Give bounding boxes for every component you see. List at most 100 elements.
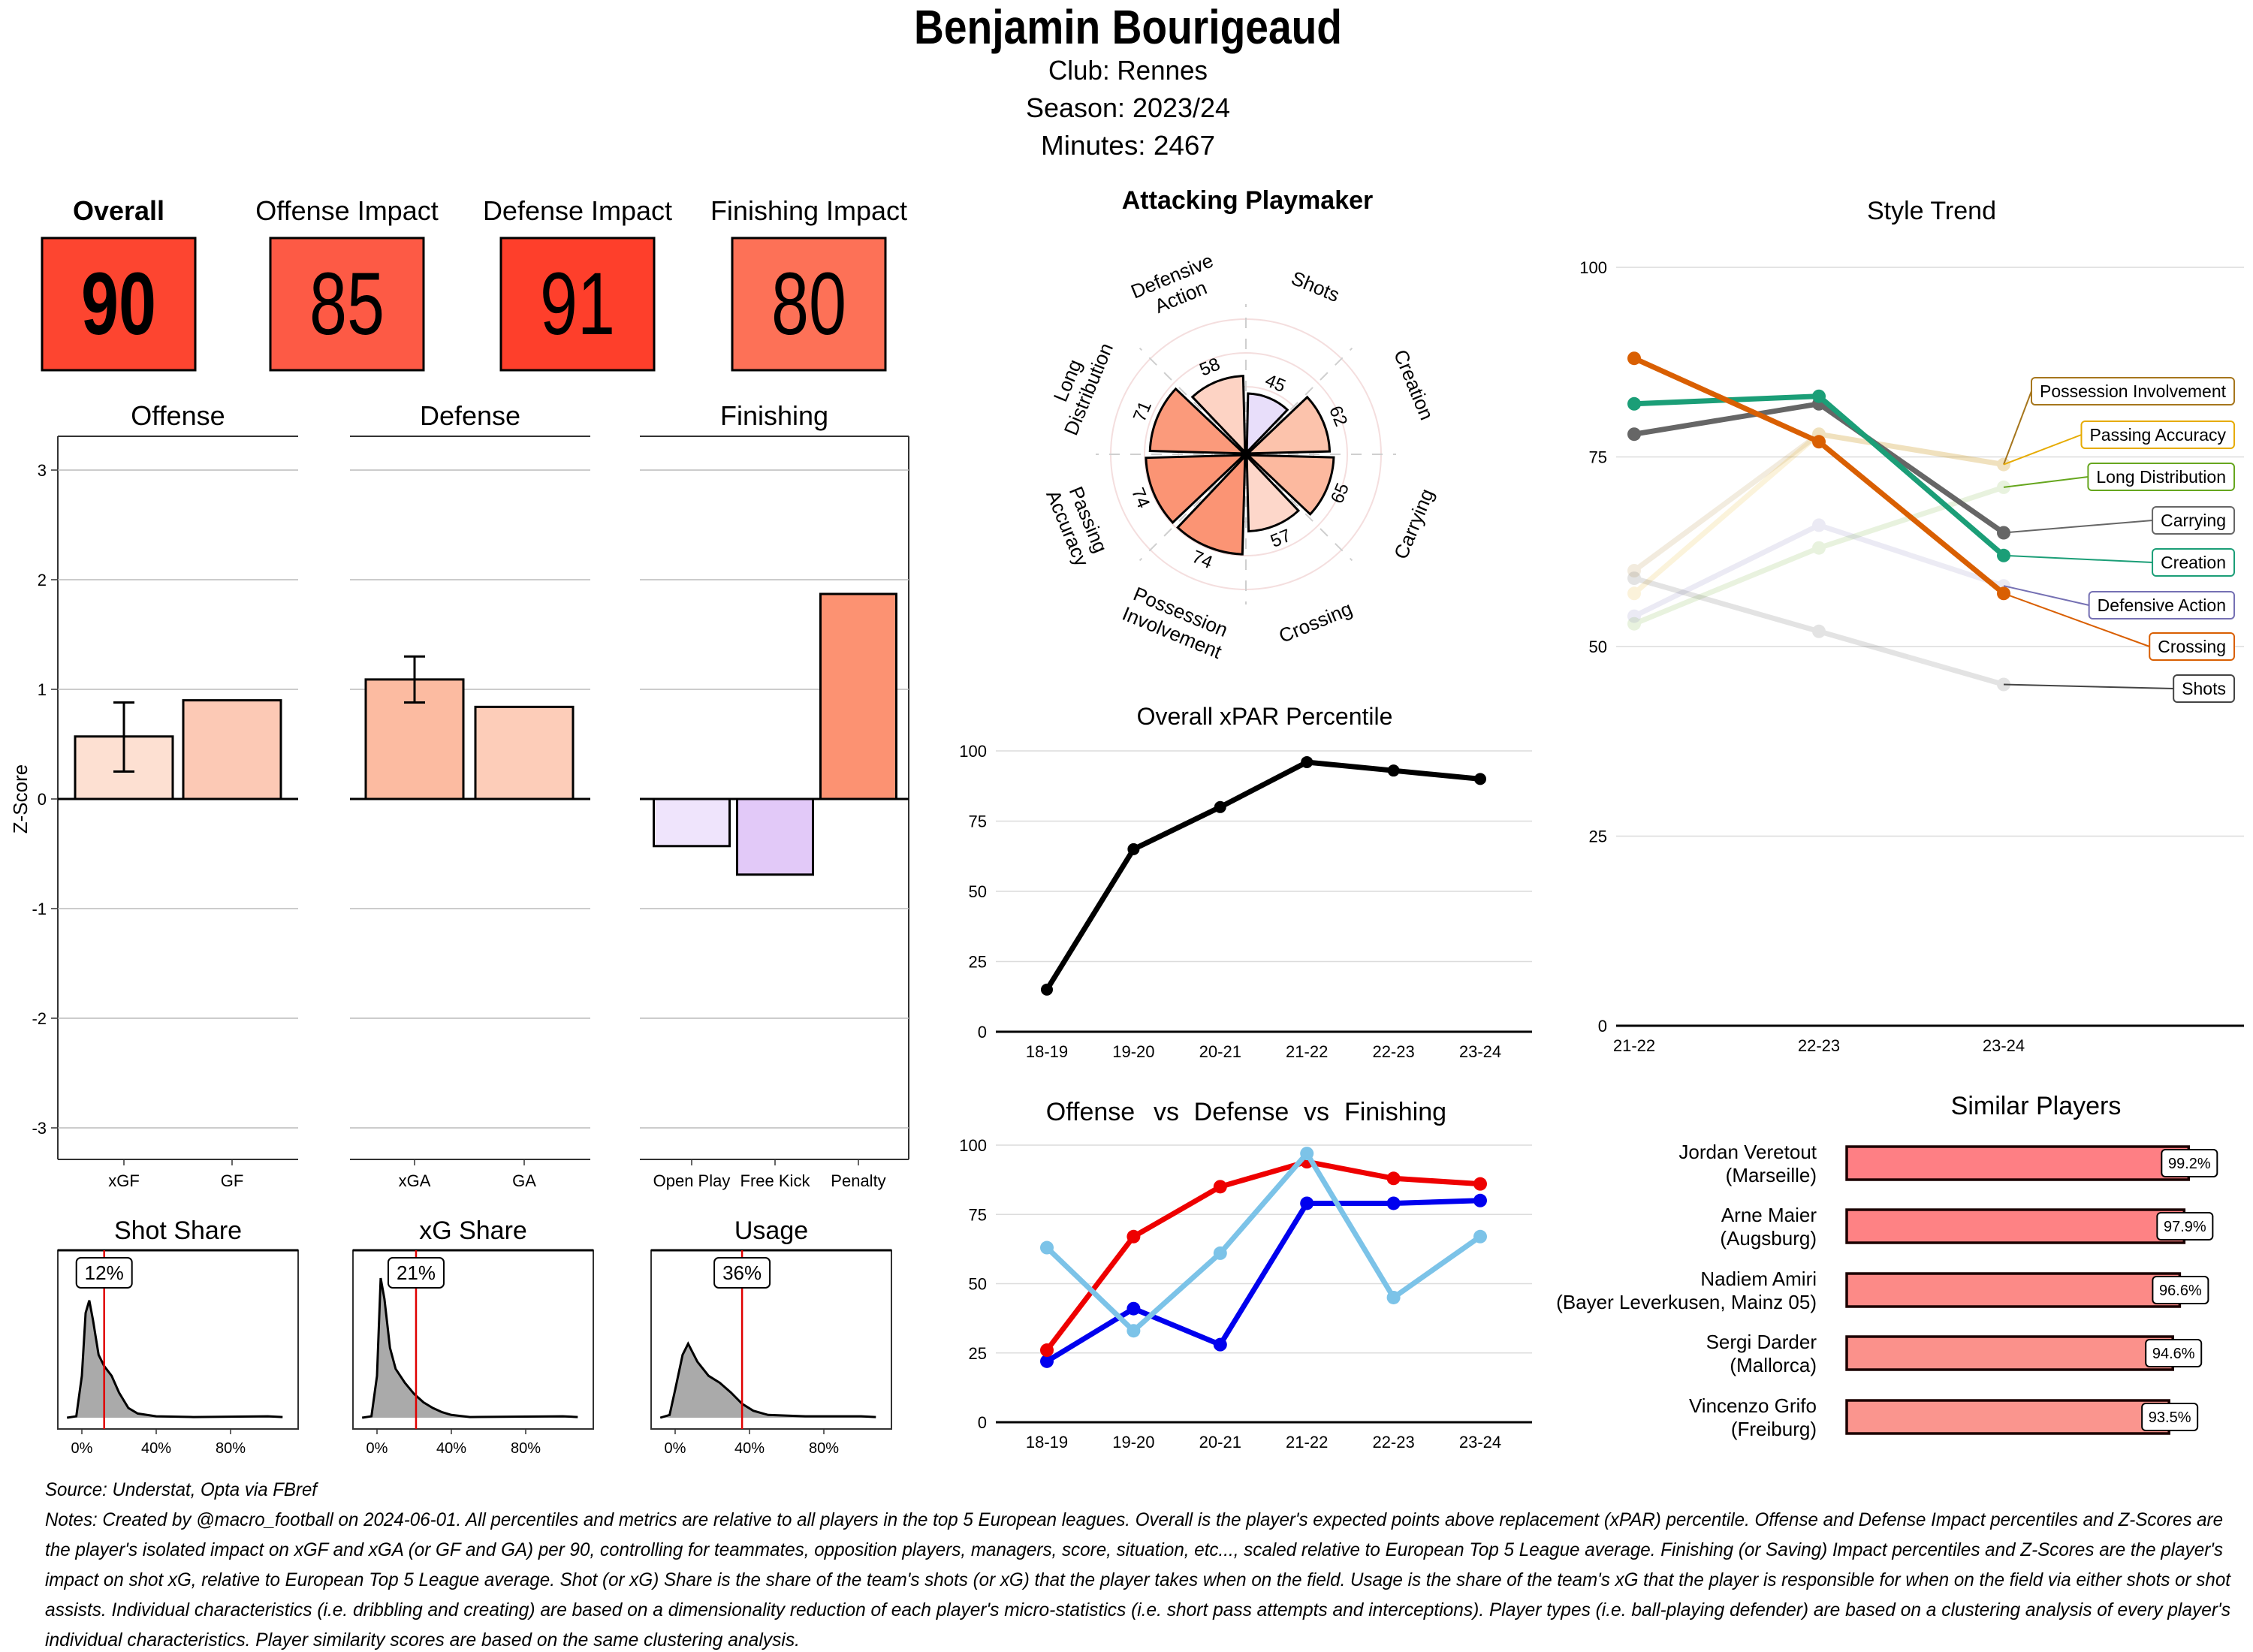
bar-gf (182, 699, 282, 800)
series-defense (1040, 1155, 1487, 1358)
x-tick-label: 0% (71, 1440, 93, 1457)
series-label-text: Defensive Action (2098, 595, 2226, 615)
notes-line: individual characteristics. Player simil… (45, 1629, 800, 1650)
series-label-leader (2003, 434, 2082, 466)
score-box (269, 237, 425, 372)
series-label-text: Long Distribution (2096, 467, 2226, 487)
value-label-box (75, 1257, 133, 1289)
x-tick-label: 23-24 (1983, 1036, 2025, 1055)
wedge-possession-involvement (1176, 453, 1247, 556)
data-point (1812, 389, 1826, 403)
facet-title: Finishing (720, 400, 828, 431)
y-tick-label: 75 (969, 1205, 987, 1224)
score-value: 91 (540, 255, 615, 354)
player-name: Jordan Veretout (1678, 1141, 1817, 1163)
series-label-text: Shots (2182, 679, 2226, 698)
density-curve (361, 1277, 578, 1419)
y-tick-label: 1 (38, 680, 47, 699)
player-name: Nadiem Amiri (1700, 1268, 1817, 1290)
y-tick-label: 75 (969, 812, 987, 831)
player-club: (Augsburg) (1720, 1227, 1817, 1250)
y-tick-label: 2 (38, 571, 47, 589)
offense-defense-finishing-chart: Offense vs Defense vs Finishing 0 25 50 75 100 18-… (959, 1098, 1532, 1452)
grid-ring (1211, 420, 1280, 489)
x-tick-label: 18-19 (1026, 1433, 1068, 1452)
notes-line: the player's isolated impact on xGF and … (45, 1539, 2223, 1560)
series-label-text: Possession Involvement (2040, 381, 2227, 401)
chart-title: Similar Players (1951, 1092, 2122, 1120)
y-tick-label: 100 (1579, 258, 1607, 277)
x-tick-label: 21-22 (1286, 1433, 1328, 1452)
grid-spoke (1139, 454, 1247, 562)
data-point (1627, 427, 1641, 442)
error-bar (404, 655, 425, 704)
header: Benjamin Bourigeaud Club: Rennes Season:… (914, 0, 1342, 161)
facet-title: Defense (420, 400, 520, 431)
bar-penalty (819, 592, 897, 800)
similar-player-row: Nadiem Amiri(Bayer Leverkusen, Mainz 05)… (1556, 1268, 2209, 1313)
similarity-label: 93.5% (2149, 1409, 2191, 1426)
score-label: Offense Impact (255, 195, 438, 226)
similarity-label-box (2161, 1149, 2218, 1177)
data-point (1040, 1354, 1054, 1368)
player-name: Sergi Darder (1706, 1331, 1817, 1353)
source-text: Source: Understat, Opta via FBref (45, 1479, 319, 1500)
data-point (1127, 843, 1140, 855)
y-axis-label: Z-Score (9, 764, 32, 834)
player-club: (Marseille) (1726, 1164, 1817, 1186)
score-value: 85 (309, 255, 385, 354)
similarity-label: 96.6% (2159, 1283, 2202, 1299)
data-point (1386, 1196, 1401, 1210)
data-point (1040, 1241, 1054, 1255)
x-tick-label: xGF (108, 1171, 140, 1190)
notes-line: assists. Individual characteristics (i.e… (45, 1599, 2230, 1620)
x-tick-label: 21-22 (1613, 1036, 1655, 1055)
similarity-label: 99.2% (2168, 1156, 2211, 1172)
grid-spoke (1245, 454, 1353, 562)
similarity-bar (1845, 1272, 2182, 1308)
notes-line: Notes: Created by @macro_football on 202… (45, 1509, 2223, 1530)
x-tick-label: 40% (141, 1440, 171, 1457)
x-tick-label: 22-23 (1372, 1042, 1414, 1061)
data-point (1301, 755, 1313, 768)
series-line (1633, 484, 2005, 626)
series-label-leader (2003, 390, 2032, 465)
series-label-text: Crossing (2158, 637, 2226, 656)
y-tick-label: -2 (32, 1009, 47, 1028)
score-value: 90 (81, 255, 156, 354)
x-tick-label: xGA (399, 1171, 431, 1190)
series-line (1633, 575, 2004, 687)
series-label: Shots (2003, 674, 2235, 703)
season-label: Season: 2023/24 (1026, 92, 1230, 123)
value-label: 12% (85, 1262, 124, 1284)
score-box (499, 237, 656, 372)
data-point (1473, 1177, 1487, 1191)
series-line (1632, 431, 2004, 573)
series-finishing (1040, 1147, 1487, 1338)
similarity-label-box (2141, 1403, 2199, 1431)
series-label: Defensive Action (2003, 585, 2235, 620)
bar-ga (474, 705, 575, 800)
x-tick-label: 19-20 (1112, 1433, 1154, 1452)
score-card: Overall 90 (41, 195, 197, 372)
similar-player-row: Arne Maier(Augsburg) 97.9% (1720, 1204, 2214, 1250)
y-tick-label: 25 (1589, 828, 1607, 846)
y-tick-label: 50 (969, 882, 987, 901)
data-point (1040, 1343, 1054, 1358)
similar-player-row: Jordan Veretout(Marseille) 99.2% (1678, 1141, 2218, 1186)
series-label-text: Creation (2161, 553, 2226, 572)
x-tick-label: 23-24 (1459, 1042, 1501, 1061)
series-label: Possession Involvement (2003, 377, 2235, 465)
data-point (1213, 1337, 1227, 1352)
series-label-leader (2003, 683, 2174, 689)
data-point (1812, 435, 1826, 449)
similar-players-chart: Similar Players Jordan Veretout(Marseille… (1556, 1092, 2218, 1440)
series-creation (1627, 389, 2010, 562)
y-tick-label: 50 (1589, 638, 1607, 656)
xpar-line-chart: Overall xPAR Percentile 0 25 50 75 100 18-19 19… (959, 703, 1532, 1061)
value-label-box (713, 1257, 771, 1289)
score-card: Defense Impact 91 (483, 195, 672, 372)
similarity-bar (1845, 1335, 2174, 1371)
series-label-leader (2003, 554, 2153, 563)
data-point (1213, 1180, 1227, 1194)
